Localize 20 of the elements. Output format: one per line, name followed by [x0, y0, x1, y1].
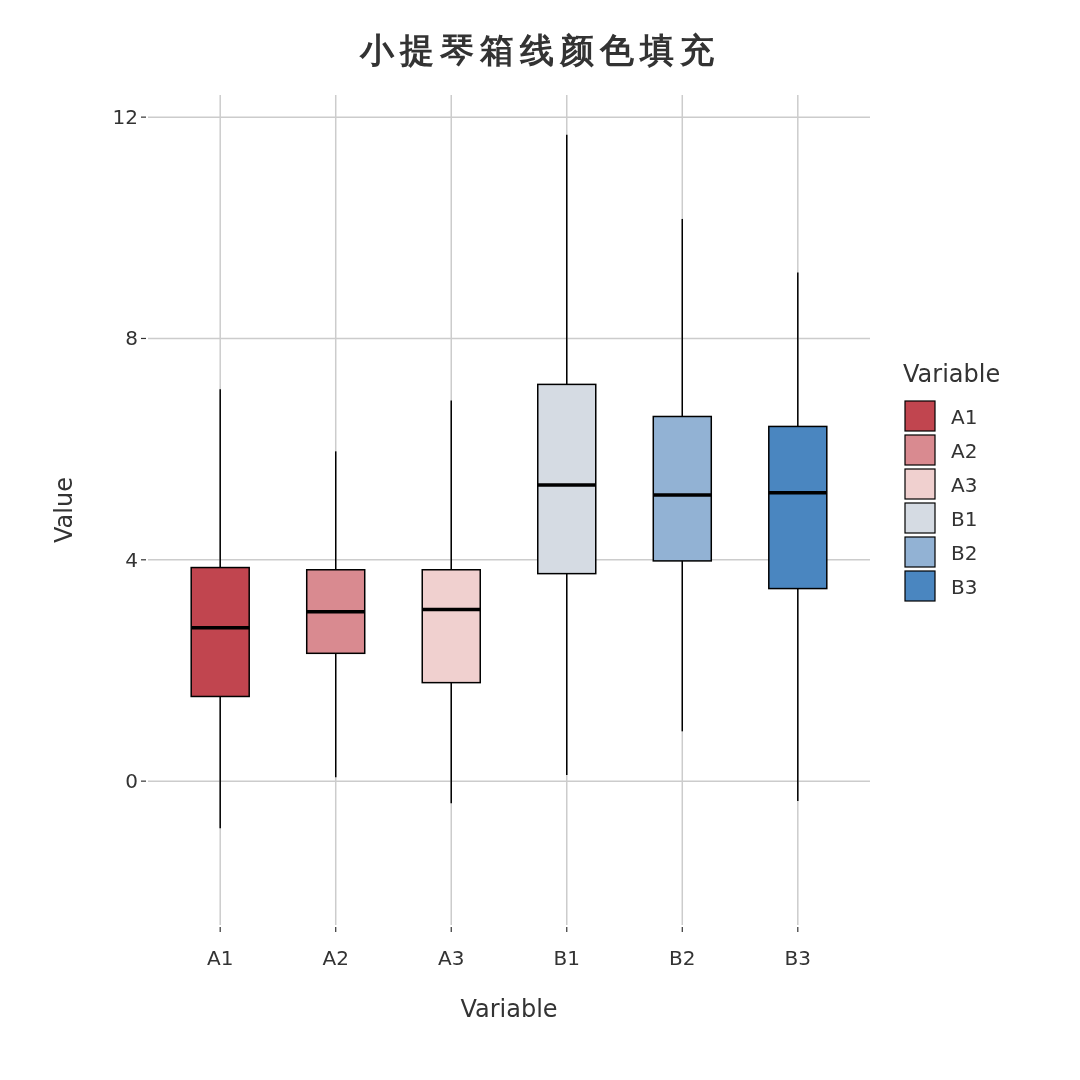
x-tick-label: A2 — [322, 946, 349, 970]
legend-label: A1 — [951, 405, 978, 429]
y-axis-title: Value — [50, 477, 78, 543]
legend-label: B1 — [951, 507, 978, 531]
legend-label: A2 — [951, 439, 978, 463]
y-tick-label: 4 — [125, 547, 138, 572]
x-tick-label: A3 — [438, 946, 465, 970]
x-tick-label: B2 — [669, 946, 696, 970]
y-tick-label: 8 — [125, 326, 138, 351]
y-tick-label: 12 — [112, 105, 138, 130]
legend-title: Variable — [903, 360, 1001, 388]
x-tick-label: B3 — [784, 946, 812, 970]
y-tick-label: 0 — [125, 769, 138, 794]
x-tick-label: B1 — [553, 946, 580, 970]
chart-title: 小提琴箱线颜色填充 — [359, 30, 720, 70]
legend-label: B3 — [951, 575, 978, 599]
x-axis-title: Variable — [460, 995, 558, 1023]
legend-label: A3 — [951, 473, 978, 497]
x-tick-label: A1 — [207, 946, 234, 970]
legend-label: B2 — [951, 541, 978, 565]
